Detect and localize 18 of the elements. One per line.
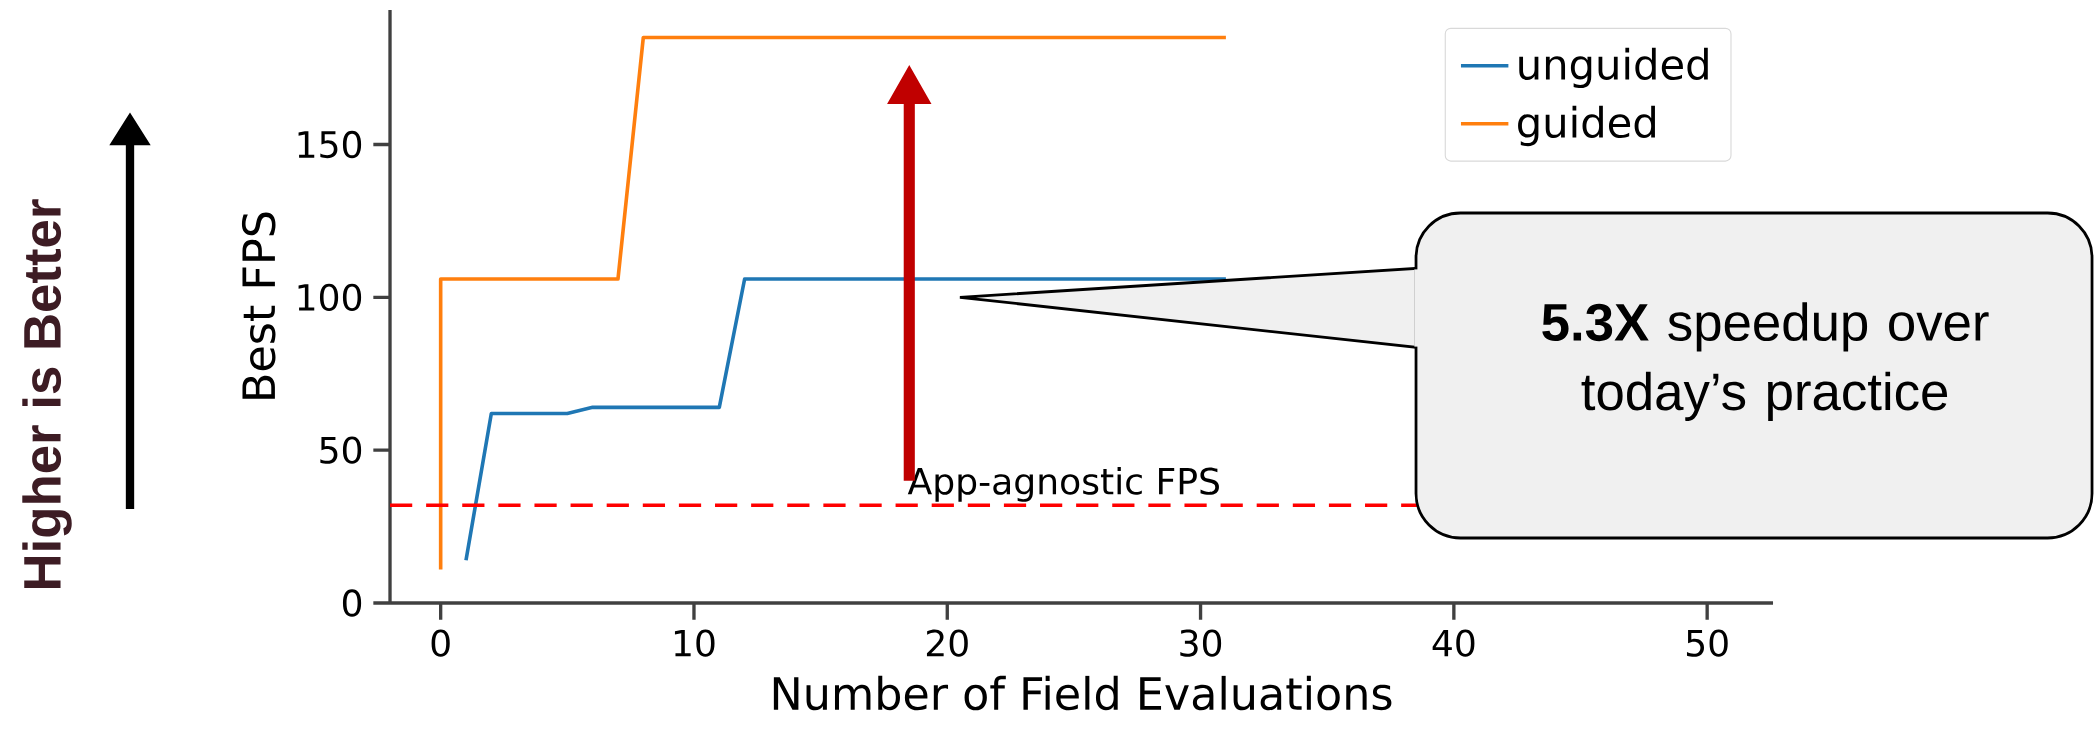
- y-tick-label: 0: [342, 589, 362, 617]
- x-tick-label: 10: [674, 629, 715, 657]
- x-tick-label: 0: [431, 629, 450, 657]
- annotation: 5.3X speedup over today’s practice: [1542, 302, 1989, 421]
- line-series: [464, 277, 1228, 563]
- x-axis-title: Number of Field Evaluations: [773, 675, 1392, 711]
- x-tick-label: 20: [926, 629, 968, 657]
- x-tick-label: 30: [1180, 629, 1222, 657]
- ref-line-label: App-agnostic FPS: [907, 466, 1219, 502]
- x-tick-label: 40: [1432, 629, 1475, 657]
- y-tick-label: 150: [298, 130, 362, 159]
- y-axis-title: Best FPS: [241, 212, 276, 399]
- legend-label: guided: [1518, 105, 1655, 147]
- y-tick-label: 100: [298, 283, 362, 311]
- legend-label: unguided: [1519, 47, 1708, 89]
- y-tick-label: 50: [320, 436, 362, 464]
- x-tick-label: 50: [1686, 629, 1728, 657]
- text: Higher is Better: [22, 199, 72, 588]
